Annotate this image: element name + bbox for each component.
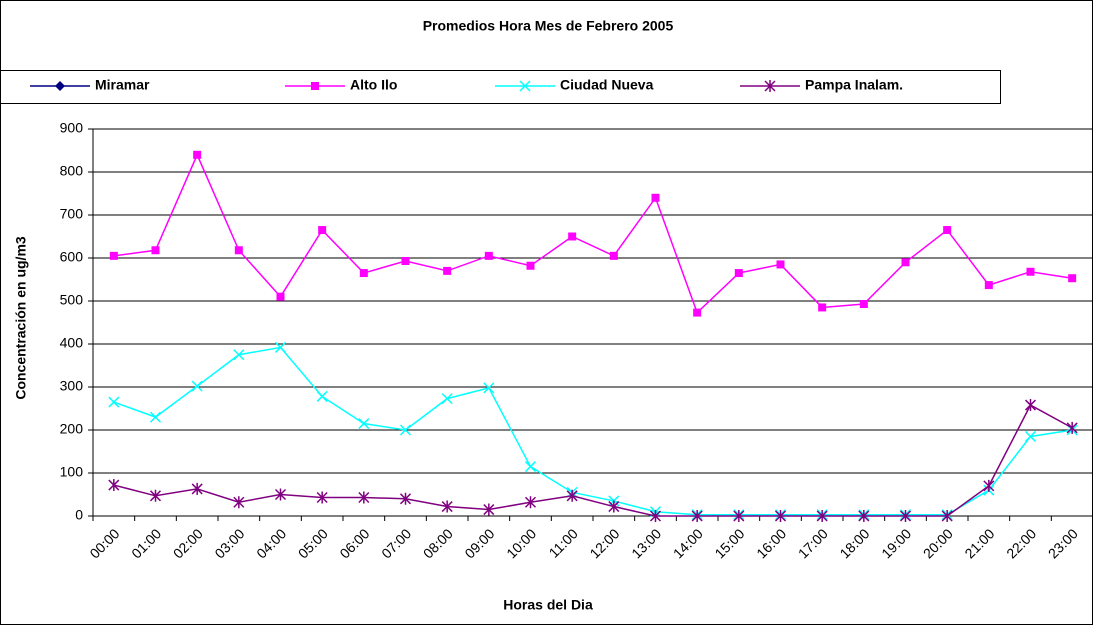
chart-title: Promedios Hora Mes de Febrero 2005 (423, 18, 674, 34)
data-point (193, 150, 202, 159)
legend-marker (519, 80, 531, 92)
legend-label: Pampa Inalam. (805, 77, 903, 93)
data-point (691, 510, 703, 522)
data-point (483, 382, 495, 394)
legend-marker (55, 81, 65, 91)
data-point (443, 266, 452, 275)
data-point (1066, 421, 1078, 434)
data-point (1024, 430, 1037, 442)
y-tick-label: 300 (60, 378, 84, 394)
data-point (859, 300, 868, 309)
data-point (483, 503, 495, 516)
legend-label: Ciudad Nueva (560, 77, 654, 93)
data-point (899, 510, 912, 522)
data-point (274, 488, 287, 501)
data-point (983, 479, 995, 492)
data-point (943, 226, 952, 235)
data-point (316, 491, 328, 504)
y-tick-label: 800 (60, 163, 84, 179)
y-tick-label: 400 (60, 335, 84, 351)
x-axis-label: Horas del Dia (503, 597, 593, 613)
data-point (276, 292, 285, 301)
data-point (358, 418, 370, 430)
data-point (151, 246, 160, 255)
data-point (1024, 399, 1037, 412)
legend-marker (311, 82, 319, 90)
data-point (149, 411, 162, 423)
data-point (818, 303, 827, 312)
data-point (609, 251, 618, 260)
data-point (234, 246, 243, 255)
legend-label: Miramar (95, 77, 150, 93)
data-point (318, 226, 327, 235)
data-point (399, 492, 412, 505)
data-point (1068, 274, 1077, 283)
data-point (526, 261, 535, 270)
data-point (984, 281, 993, 290)
series-line (113, 152, 1073, 314)
data-point (233, 349, 245, 361)
data-point (608, 500, 620, 513)
data-point (733, 510, 745, 522)
data-point (108, 479, 120, 492)
data-point (441, 500, 453, 513)
data-point (568, 232, 577, 241)
data-point (693, 308, 702, 317)
data-point (233, 496, 245, 509)
y-tick-label: 500 (60, 292, 84, 308)
data-point (149, 489, 162, 502)
data-point (191, 482, 203, 495)
data-point (524, 461, 537, 473)
data-point (941, 510, 953, 522)
data-point (274, 341, 287, 353)
data-point (316, 390, 328, 402)
data-point (651, 193, 660, 202)
y-tick-label: 600 (60, 249, 84, 265)
legend-box (0, 70, 1001, 104)
data-point (524, 496, 537, 509)
data-point (566, 489, 578, 502)
data-point (734, 269, 743, 278)
legend-label: Alto Ilo (350, 77, 397, 93)
y-tick-label: 100 (60, 464, 84, 480)
data-point (774, 510, 787, 522)
legend-marker (764, 80, 776, 92)
y-tick-label: 900 (60, 120, 84, 136)
data-point (858, 510, 870, 522)
data-point (1026, 267, 1035, 276)
data-point (359, 269, 368, 278)
data-point (191, 380, 203, 392)
y-tick-label: 200 (60, 421, 84, 437)
data-point (399, 424, 412, 436)
data-point (816, 510, 828, 522)
data-point (649, 510, 662, 522)
data-point (401, 257, 410, 266)
data-point (776, 260, 785, 269)
data-point (901, 258, 910, 267)
y-axis-label: Concentración en ug/m3 (13, 236, 29, 400)
data-point (358, 491, 370, 504)
y-tick-label: 0 (75, 507, 83, 523)
data-point (108, 396, 120, 408)
data-point (109, 251, 118, 260)
y-tick-label: 700 (60, 206, 84, 222)
data-point (441, 393, 453, 405)
series-line (113, 404, 1073, 517)
data-point (484, 251, 493, 260)
series-line (113, 346, 1073, 516)
